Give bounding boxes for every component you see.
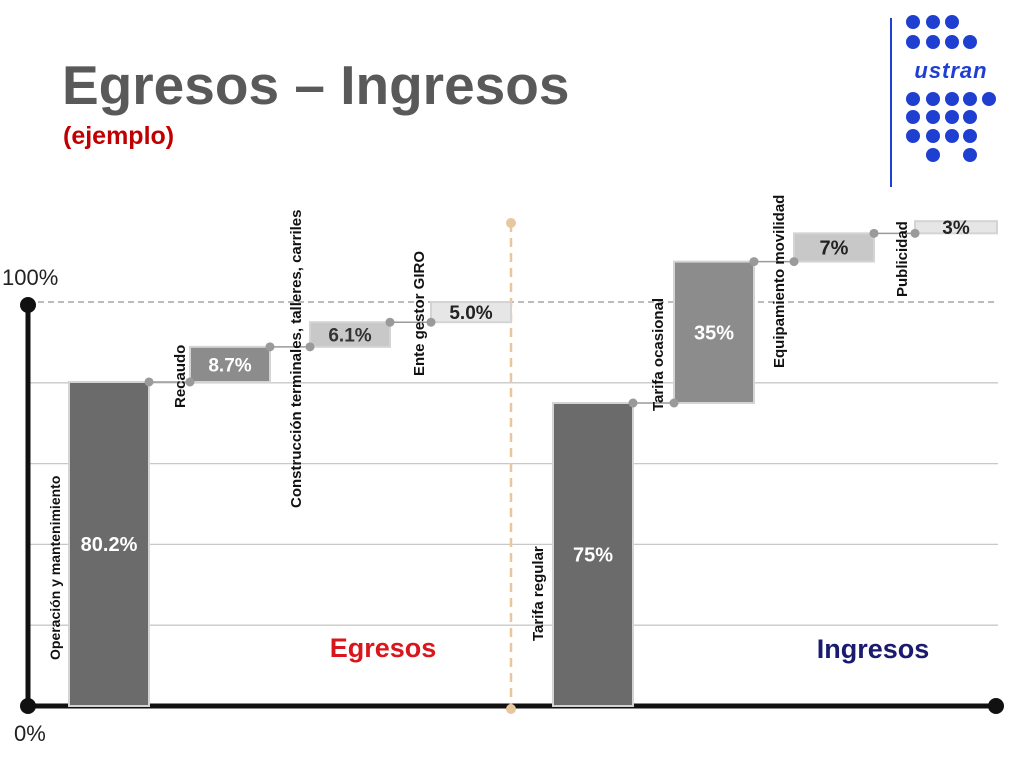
data-label: 3% [942, 218, 970, 239]
category-label: Construcción terminales, talleres, carri… [288, 210, 305, 508]
data-label: 35% [694, 323, 734, 345]
chart-bar-1-2 [793, 232, 875, 263]
page-subtitle: (ejemplo) [63, 122, 175, 150]
connector-dot [749, 257, 759, 267]
y-label-0: 0% [14, 721, 46, 746]
data-label: 7% [820, 238, 849, 260]
chart-bar-1-1 [673, 260, 755, 404]
connector-dot [144, 377, 154, 387]
data-label: 6.1% [328, 325, 371, 346]
origin-dot [20, 698, 36, 714]
connector-dot [628, 398, 638, 408]
y-axis-top-dot [20, 297, 36, 313]
connector-dot [910, 228, 920, 238]
connector-dot [789, 257, 799, 267]
chart-bar-0-3 [430, 301, 512, 324]
data-label: 80.2% [81, 534, 138, 556]
category-label: Recaudo [172, 345, 189, 408]
group-label: Egresos [330, 633, 437, 663]
chart-bar-0-1 [189, 345, 271, 383]
category-label: Publicidad [894, 221, 911, 297]
connector-dot [305, 342, 315, 352]
data-label: 8.7% [208, 355, 251, 376]
category-label: Equipamiento movilidad [771, 195, 788, 368]
category-label: Tarifa regular [530, 546, 547, 641]
divider-top-dot [506, 218, 516, 228]
x-axis-end-dot [988, 698, 1004, 714]
data-label: 75% [573, 545, 613, 567]
connector-dot [185, 377, 195, 387]
data-label: 5.0% [449, 303, 492, 324]
chart-bar-0-2 [309, 321, 391, 348]
divider-bottom-dot [506, 704, 516, 714]
category-label: Operación y mantenimiento [47, 476, 63, 660]
chart-bar-1-0 [552, 402, 634, 707]
group-label: Ingresos [817, 634, 930, 664]
connector-dot [265, 342, 275, 352]
y-label-100: 100% [2, 265, 58, 290]
chart-bar-1-3 [914, 220, 998, 235]
connector-dot [426, 317, 436, 327]
connector-dot [869, 228, 879, 238]
category-label: Tarifa ocasional [650, 298, 667, 411]
category-label: Ente gestor GIRO [411, 251, 428, 376]
connector-dot [385, 317, 395, 327]
connector-dot [669, 398, 679, 408]
page-title: Egresos – Ingresos [62, 54, 570, 116]
chart-bar-0-0 [68, 380, 150, 707]
